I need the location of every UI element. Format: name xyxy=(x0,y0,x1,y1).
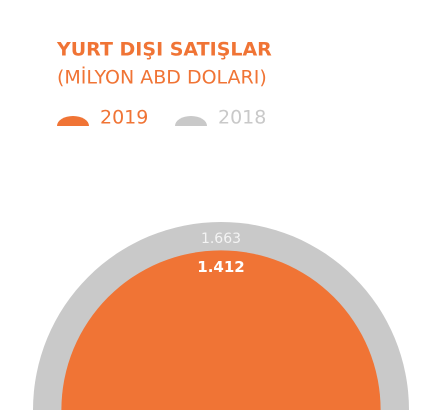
chart-title: YURT DIŞI SATIŞLAR xyxy=(56,39,272,61)
value-label: 1.663 xyxy=(201,231,241,247)
chart-subtitle: (MİLYON ABD DOLARI) xyxy=(57,66,267,89)
legend-label: 2019 xyxy=(100,107,148,129)
value-label: 1.412 xyxy=(197,258,244,276)
legend-swatch xyxy=(57,116,89,126)
legend-label: 2018 xyxy=(218,107,266,129)
semicircle xyxy=(61,250,381,410)
legend-swatch xyxy=(175,116,207,126)
